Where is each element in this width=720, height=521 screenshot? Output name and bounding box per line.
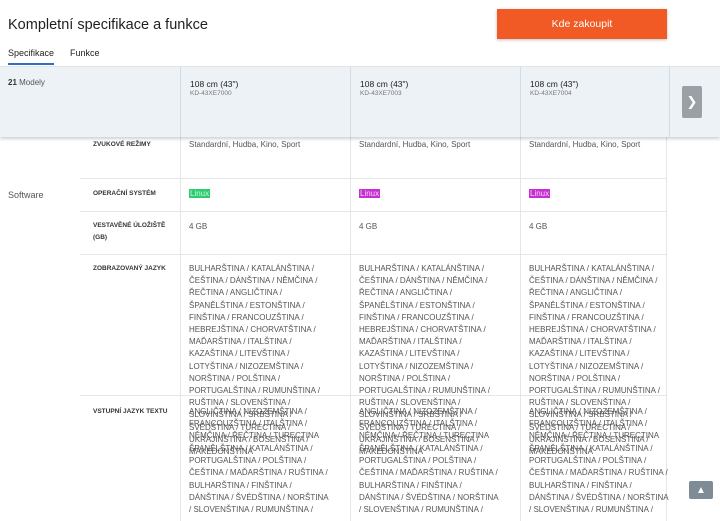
display-language-value: BULHARŠTINA / KATALÁNŠTINA / ČEŠTINA / D… [359, 264, 490, 457]
input-language-value: ŠPANĚLŠTINA / KATALÁNŠTINA / PORTUGALŠTI… [529, 444, 669, 515]
storage-value: 4 GB [359, 222, 378, 231]
display-language-value: BULHARŠTINA / KATALÁNŠTINA / ČEŠTINA / D… [189, 264, 320, 457]
model-title: 108 cm (43") [190, 79, 239, 89]
row-label-input-language: VSTUPNÍ JAZYK TEXTU [93, 408, 168, 415]
scroll-to-top-button[interactable]: ▲ [689, 481, 713, 499]
spec-table: ZVUKOVÉ REŽIMY Standardní, Hudba, Kino, … [0, 137, 720, 521]
tab-specifications[interactable]: Specifikace [8, 48, 55, 65]
row-label-display-language: ZOBRAZOVANÝ JAZYK [93, 265, 166, 272]
chevron-right-icon: ❯ [686, 94, 698, 109]
page-title: Kompletní specifikace a funkce [8, 17, 208, 33]
next-models-button[interactable]: ❯ [682, 86, 702, 118]
where-to-buy-button[interactable]: Kde zakoupit [497, 9, 667, 39]
input-language-value: ŠPANĚLŠTINA / KATALÁNŠTINA / PORTUGALŠTI… [189, 444, 329, 515]
models-count: 21 Modely [8, 78, 45, 87]
row-label-storage: VESTAVĚNÉ ÚLOŽIŠTĚ (GB) [93, 222, 166, 241]
storage-value: 4 GB [189, 222, 208, 231]
row-label-sound-modes: ZVUKOVÉ REŽIMY [93, 141, 151, 148]
sound-modes-value: Standardní, Hudba, Kino, Sport [189, 140, 301, 149]
chevron-up-icon: ▲ [696, 484, 706, 496]
input-language-value: ŠPANĚLŠTINA / KATALÁNŠTINA / PORTUGALŠTI… [359, 444, 499, 515]
model-title: 108 cm (43") [360, 79, 409, 89]
os-value: Linux [359, 189, 381, 198]
tab-features[interactable]: Funkce [70, 48, 100, 58]
model-column[interactable]: 108 cm (43") KD-43XE7003 [350, 67, 520, 137]
sound-modes-value: Standardní, Hudba, Kino, Sport [529, 140, 641, 149]
row-label-os: OPERAČNÍ SYSTÉM [93, 190, 156, 197]
model-header: 21 Modely 108 cm (43") KD-43XE7000 108 c… [0, 67, 720, 137]
model-code: KD-43XE7004 [530, 90, 572, 97]
section-software: Software [8, 190, 44, 200]
input-language-value-overlap: ANGLIČTINA / NIZOZEMŠTINA / FRANCOUZŠTIN… [529, 407, 660, 441]
sound-modes-value: Standardní, Hudba, Kino, Sport [359, 140, 471, 149]
model-column[interactable]: 108 cm (43") KD-43XE7000 [180, 67, 350, 137]
os-value: Linux [189, 189, 211, 198]
os-value: Linux [529, 189, 551, 198]
model-title: 108 cm (43") [530, 79, 579, 89]
tab-bar: Specifikace Funkce [0, 46, 720, 67]
model-column[interactable]: 108 cm (43") KD-43XE7004 [520, 67, 670, 137]
input-language-value-overlap: ANGLIČTINA / NIZOZEMŠTINA / FRANCOUZŠTIN… [189, 407, 320, 441]
display-language-value: BULHARŠTINA / KATALÁNŠTINA / ČEŠTINA / D… [529, 264, 660, 457]
model-code: KD-43XE7000 [190, 90, 232, 97]
model-code: KD-43XE7003 [360, 90, 402, 97]
storage-value: 4 GB [529, 222, 548, 231]
input-language-value-overlap: ANGLIČTINA / NIZOZEMŠTINA / FRANCOUZŠTIN… [359, 407, 490, 441]
